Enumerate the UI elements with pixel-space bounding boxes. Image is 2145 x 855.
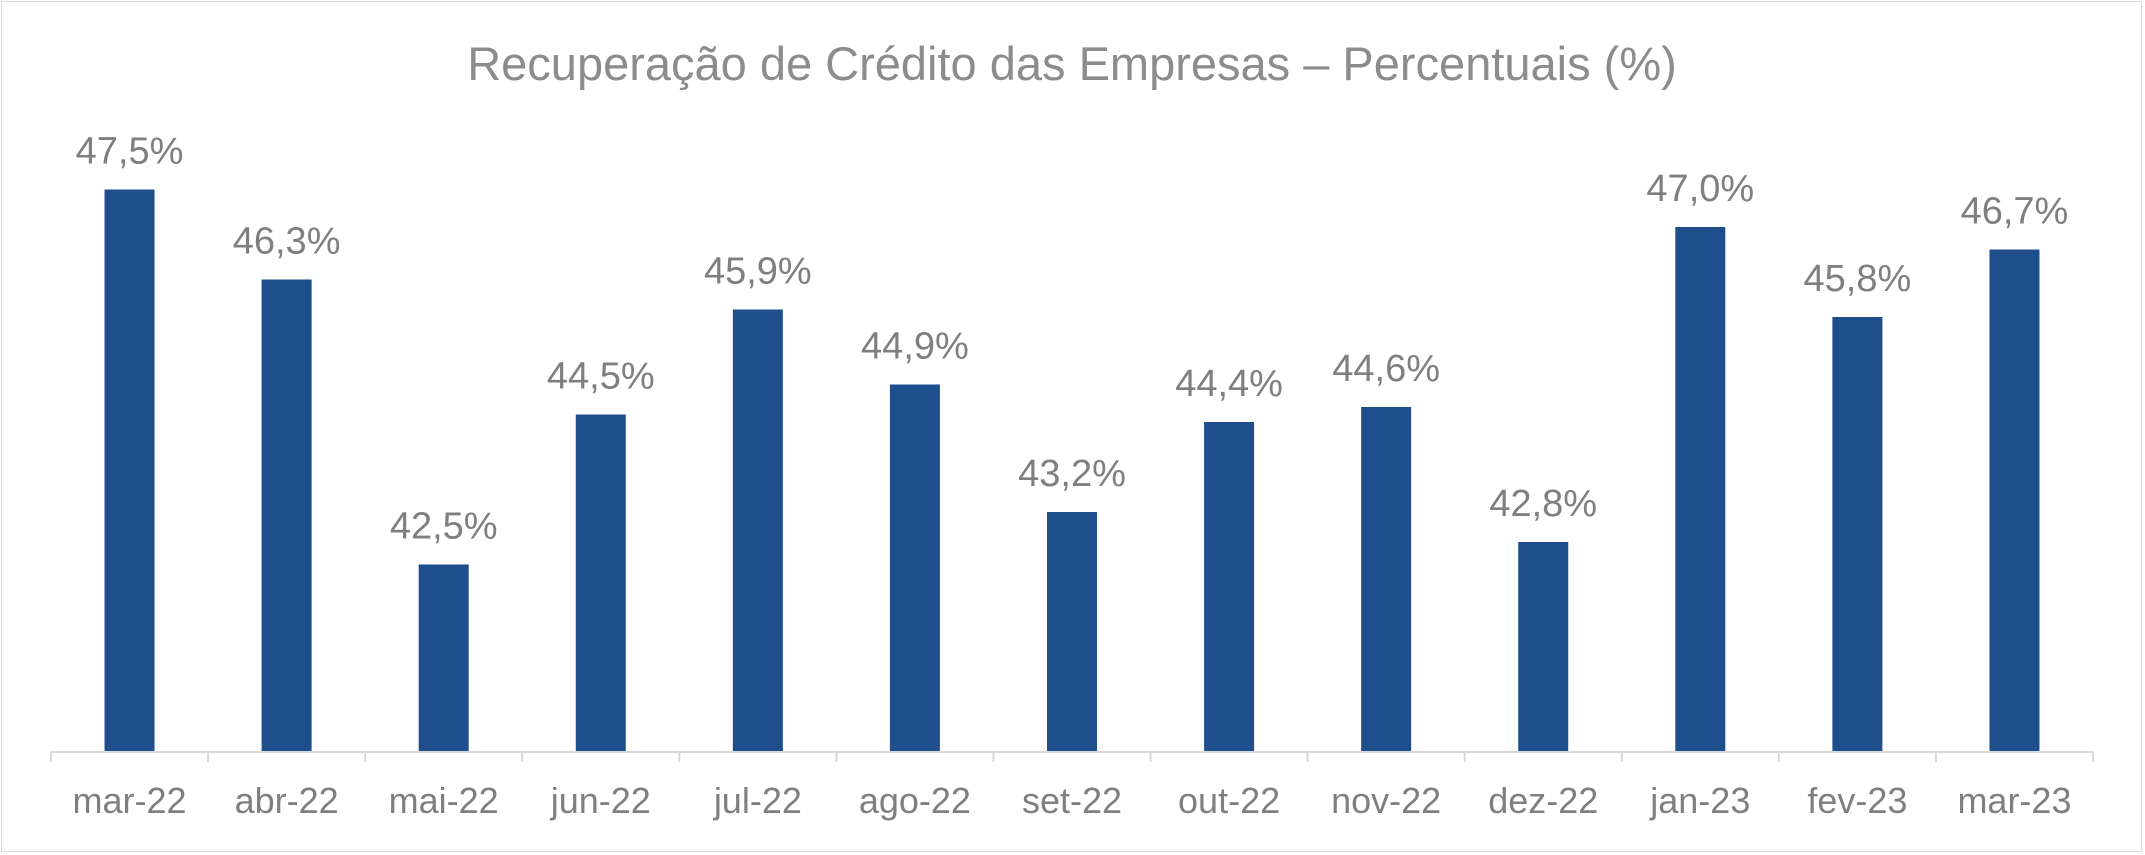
data-label: 47,0% [1646,168,1754,210]
data-label: 46,7% [1961,191,2069,233]
x-tick-label: mar-22 [73,780,187,821]
x-tick-label: out-22 [1178,780,1280,821]
bar [732,309,783,752]
bar [1361,407,1412,752]
data-label: 47,5% [76,131,184,173]
data-label: 45,9% [704,251,812,293]
x-tick-label: ago-22 [859,780,971,821]
x-tick-label: jan-23 [1649,780,1750,821]
bar [889,384,940,752]
bar [1989,249,2040,752]
bar [1204,422,1255,752]
data-label: 45,8% [1804,258,1912,300]
data-labels: 47,5% 46,3% 42,5% 44,5% 45,9% 44,9% 43,2% 44,4%… [76,131,2069,548]
bar [575,414,626,752]
bar [1675,227,1726,752]
bar [1832,317,1883,752]
x-tick-label: jun-22 [550,780,651,821]
x-tick-label: abr-22 [235,780,339,821]
chart-title: Recuperação de Crédito das Empresas – Pe… [467,37,1677,90]
x-tick-label: nov-22 [1331,780,1441,821]
bar [261,279,312,752]
x-tick-label: mai-22 [389,780,499,821]
x-tick-label: mar-23 [1957,780,2071,821]
data-label: 46,3% [233,221,341,263]
data-label: 44,4% [1175,363,1283,405]
data-label: 42,8% [1489,483,1597,525]
bar [1518,542,1569,752]
data-label: 42,5% [390,506,498,548]
bar [1047,512,1097,752]
bar [104,189,155,752]
x-tick-label: fev-23 [1807,780,1907,821]
data-label: 43,2% [1018,453,1126,495]
data-label: 44,6% [1332,348,1440,390]
x-tick-label: jul-22 [713,780,802,821]
x-tick-labels: mar-22 abr-22 mai-22 jun-22 jul-22 ago-22 set-… [73,780,2072,821]
bar [418,564,469,752]
x-tick-label: dez-22 [1488,780,1598,821]
x-axis [50,751,2094,762]
data-label: 44,9% [861,326,969,368]
x-tick-label: set-22 [1022,780,1122,821]
bar-series [104,189,2040,752]
data-label: 44,5% [547,356,655,398]
